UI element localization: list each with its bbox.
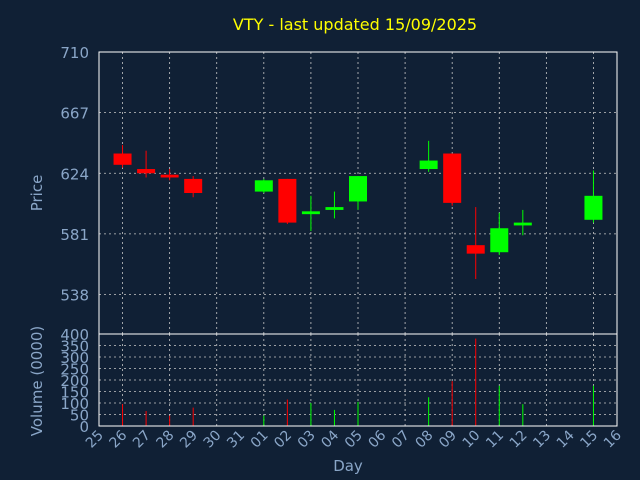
candle-body (184, 178, 203, 193)
volume-tick-label: 350 (60, 338, 89, 356)
candle-body (113, 153, 132, 165)
volume-tick-label: 300 (60, 349, 89, 367)
candle (160, 169, 179, 181)
price-tick-label: 538 (60, 287, 89, 305)
candle-body (513, 222, 532, 226)
candle (137, 150, 156, 178)
candle (349, 176, 367, 210)
candle-body (160, 174, 179, 178)
candle (513, 209, 532, 236)
price-tick-label: 710 (60, 44, 89, 62)
candle-body (584, 195, 603, 220)
candle-body (137, 169, 156, 174)
candle (584, 170, 603, 223)
candle (490, 212, 509, 256)
candle-body (490, 228, 509, 253)
candle-body (466, 245, 485, 254)
day-axis-label: Day (333, 457, 363, 475)
candle (184, 176, 203, 198)
volume-tick-label: 0 (79, 418, 89, 436)
volume-bars (122, 338, 594, 426)
candle (325, 191, 344, 219)
chart-title: VTY - last updated 15/09/2025 (233, 15, 477, 34)
candle (278, 178, 297, 225)
price-candles (113, 140, 603, 280)
candle (466, 207, 485, 280)
candle (113, 145, 132, 168)
volume-tick-label: 50 (70, 407, 89, 425)
candle-body (443, 153, 462, 203)
candle (254, 178, 273, 193)
volume-tick-label: 150 (60, 384, 89, 402)
candle-body (419, 160, 438, 170)
candle-body (301, 211, 320, 215)
volume-tick-label: 100 (60, 395, 89, 413)
candle-body (325, 207, 344, 210)
candle-body (254, 180, 273, 192)
volume-tick-label: 400 (60, 326, 89, 344)
candle-body (278, 178, 297, 223)
volume-tick-label: 200 (60, 372, 89, 390)
price-axis-label: Price (28, 175, 46, 212)
volume-axis-label: Volume (0000) (28, 326, 46, 436)
price-tick-label: 667 (60, 105, 89, 123)
price-tick-label: 581 (60, 226, 89, 244)
candle (443, 153, 462, 206)
day-tick-labels: 25 26 27 28 29 30 31 01 02 03 04 05 06 07 08 09 10 11 12 13… (83, 427, 625, 451)
candle (301, 195, 320, 232)
price-tick-labels: 710 667 624 581 538 (60, 44, 89, 305)
price-tick-label: 624 (60, 165, 89, 183)
candle-body (349, 176, 367, 202)
candle (419, 140, 438, 172)
volume-plot-frame (98, 333, 618, 427)
volume-tick-label: 250 (60, 361, 89, 379)
